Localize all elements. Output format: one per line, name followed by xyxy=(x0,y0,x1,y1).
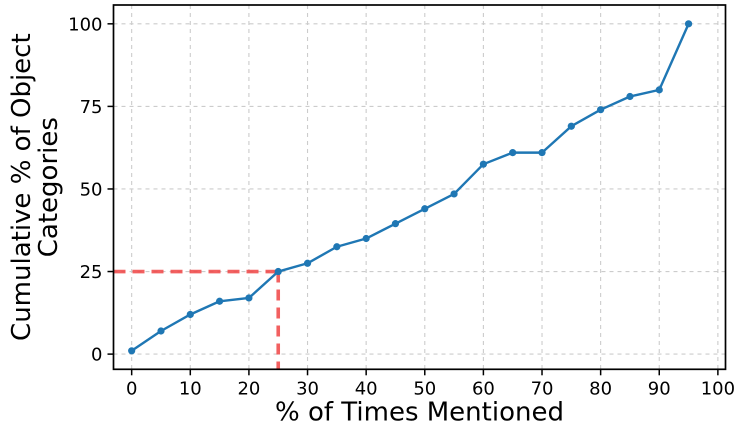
x-tick-label: 0 xyxy=(126,378,137,399)
data-point xyxy=(391,220,400,228)
x-tick-label: 50 xyxy=(413,378,436,399)
x-tick-label: 30 xyxy=(296,378,319,399)
y-tick-label: 0 xyxy=(91,345,102,366)
x-tick-label: 20 xyxy=(237,378,260,399)
data-point xyxy=(245,294,253,302)
data-point xyxy=(626,92,634,101)
data-line xyxy=(131,23,690,352)
data-point xyxy=(274,267,282,276)
x-tick-label: 10 xyxy=(179,378,202,399)
data-point xyxy=(479,160,487,168)
x-tick-label: 90 xyxy=(648,378,671,399)
data-point xyxy=(128,347,136,355)
data-point xyxy=(303,259,312,267)
data-point xyxy=(684,20,693,28)
data-point xyxy=(567,122,575,130)
x-tick-label: 40 xyxy=(355,378,378,399)
x-tick-label: 80 xyxy=(589,378,612,399)
data-point xyxy=(421,205,429,213)
y-axis-title-line: Cumulative % of Object xyxy=(7,33,37,341)
data-point xyxy=(333,243,341,251)
y-tick-label: 50 xyxy=(80,179,103,200)
y-tick-label: 100 xyxy=(68,14,102,35)
data-point xyxy=(186,310,194,319)
data-point xyxy=(597,106,605,114)
y-axis-title-line: Categories xyxy=(34,117,64,257)
data-point xyxy=(538,149,546,157)
data-point xyxy=(450,190,458,198)
y-tick-label: 25 xyxy=(80,262,103,283)
y-tick-label: 75 xyxy=(80,97,103,118)
x-axis-title: % of Times Mentioned xyxy=(275,398,564,428)
data-point xyxy=(509,149,517,157)
x-tick-label: 70 xyxy=(531,378,554,399)
data-point xyxy=(216,297,224,305)
data-point xyxy=(362,234,370,243)
data-point xyxy=(655,86,663,94)
data-point xyxy=(157,327,165,335)
plot-border xyxy=(112,4,727,371)
x-tick-label: 60 xyxy=(472,378,495,399)
x-tick-label: 100 xyxy=(701,378,735,399)
